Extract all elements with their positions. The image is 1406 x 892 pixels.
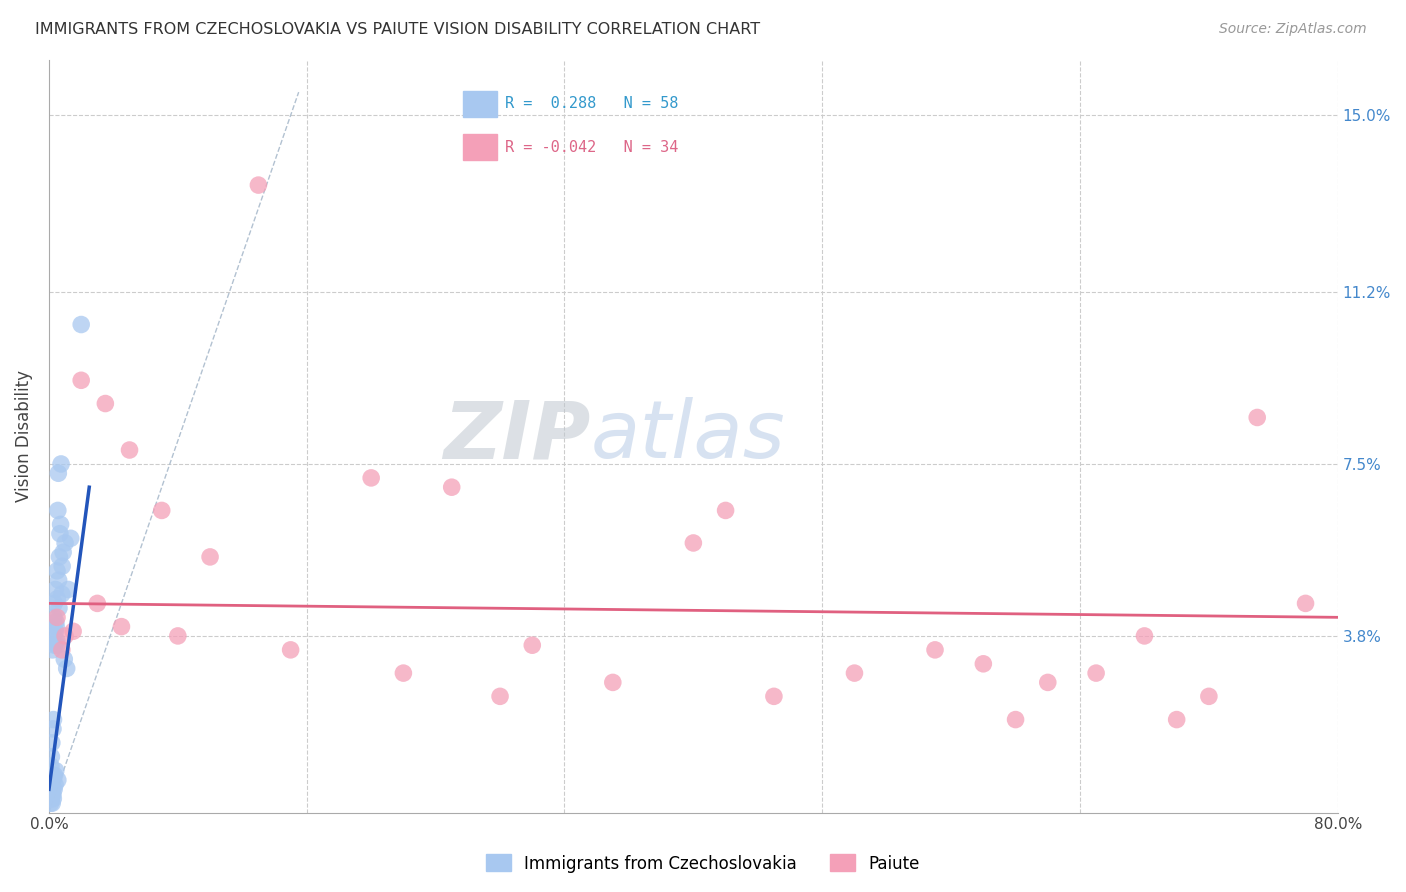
Point — [44, 582, 66, 597]
Point — [39, 796, 62, 810]
Point — [51, 643, 73, 657]
Legend: Immigrants from Czechoslovakia, Paiute: Immigrants from Czechoslovakia, Paiute — [479, 847, 927, 880]
Point — [59, 531, 82, 545]
Point — [844, 666, 866, 681]
Point — [94, 396, 117, 410]
Point — [42, 610, 65, 624]
Point — [118, 442, 141, 457]
Point — [46, 503, 69, 517]
Point — [41, 791, 63, 805]
Point — [51, 559, 73, 574]
Point — [1036, 675, 1059, 690]
Point — [1198, 690, 1220, 704]
Point — [46, 591, 69, 606]
Point — [41, 643, 63, 657]
Point — [42, 772, 65, 787]
Point — [38, 791, 60, 805]
Point — [86, 596, 108, 610]
Point — [44, 596, 66, 610]
Point — [198, 549, 221, 564]
Point — [762, 690, 785, 704]
Point — [1085, 666, 1108, 681]
Point — [41, 787, 63, 801]
Point — [62, 624, 84, 639]
Point — [49, 457, 72, 471]
Point — [45, 764, 67, 778]
Point — [440, 480, 463, 494]
Point — [42, 713, 65, 727]
Point — [280, 643, 302, 657]
Point — [39, 778, 62, 792]
Point — [41, 778, 63, 792]
Point — [602, 675, 624, 690]
Text: Source: ZipAtlas.com: Source: ZipAtlas.com — [1219, 22, 1367, 37]
Point — [42, 787, 65, 801]
Point — [49, 517, 72, 532]
Point — [46, 564, 69, 578]
Point — [1246, 410, 1268, 425]
Point — [53, 652, 76, 666]
Point — [44, 768, 66, 782]
Point — [972, 657, 994, 671]
Point — [150, 503, 173, 517]
Text: IMMIGRANTS FROM CZECHOSLOVAKIA VS PAIUTE VISION DISABILITY CORRELATION CHART: IMMIGRANTS FROM CZECHOSLOVAKIA VS PAIUTE… — [35, 22, 761, 37]
Point — [58, 582, 80, 597]
Point — [44, 638, 66, 652]
Point — [42, 722, 65, 736]
Point — [682, 536, 704, 550]
Point — [55, 661, 77, 675]
Text: atlas: atlas — [591, 397, 785, 475]
Point — [166, 629, 188, 643]
Point — [44, 778, 66, 792]
Point — [52, 545, 75, 559]
Point — [1295, 596, 1317, 610]
Point — [41, 772, 63, 787]
Point — [1133, 629, 1156, 643]
Point — [392, 666, 415, 681]
Point — [489, 690, 512, 704]
Point — [53, 629, 76, 643]
Point — [714, 503, 737, 517]
Point — [70, 373, 93, 387]
Point — [41, 782, 63, 797]
Point — [42, 782, 65, 797]
Point — [42, 629, 65, 643]
Point — [247, 178, 270, 192]
Point — [41, 796, 63, 810]
Point — [1166, 713, 1188, 727]
Point — [46, 772, 69, 787]
Point — [48, 549, 70, 564]
Point — [522, 638, 544, 652]
Point — [39, 791, 62, 805]
Point — [39, 787, 62, 801]
Point — [70, 318, 93, 332]
Point — [42, 791, 65, 805]
Point — [48, 573, 70, 587]
Point — [41, 782, 63, 797]
Point — [41, 749, 63, 764]
Point — [45, 619, 67, 633]
Point — [360, 471, 382, 485]
Point — [41, 736, 63, 750]
Text: ZIP: ZIP — [443, 397, 591, 475]
Point — [46, 610, 69, 624]
Point — [51, 587, 73, 601]
Point — [46, 467, 69, 481]
Point — [46, 638, 69, 652]
Y-axis label: Vision Disability: Vision Disability — [15, 370, 32, 502]
Point — [110, 619, 132, 633]
Point — [39, 782, 62, 797]
Point — [1004, 713, 1026, 727]
Point — [39, 759, 62, 773]
Point — [49, 526, 72, 541]
Point — [44, 624, 66, 639]
Point — [924, 643, 946, 657]
Point — [39, 768, 62, 782]
Point — [48, 601, 70, 615]
Point — [45, 633, 67, 648]
Point — [53, 536, 76, 550]
Point — [41, 768, 63, 782]
Point — [45, 615, 67, 629]
